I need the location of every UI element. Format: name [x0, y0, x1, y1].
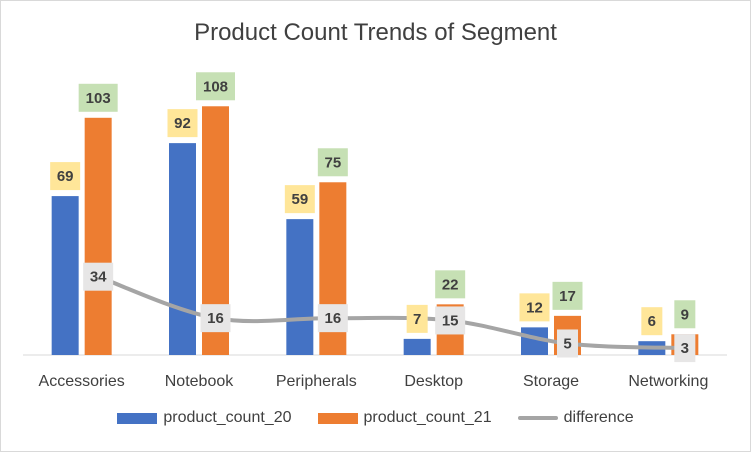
chart-title: Product Count Trends of Segment [194, 19, 557, 46]
data-label-series-1-notebook-bg [167, 109, 198, 138]
x-tick-label-desktop: Desktop [404, 373, 463, 390]
data-label-series-1-notebook: 92 [174, 115, 191, 132]
data-label-series-1-desktop: 7 [413, 311, 421, 328]
data-label-series-2-notebook-bg [196, 72, 235, 101]
data-label-series-2-notebook: 108 [203, 78, 228, 95]
data-label-series-1-peripherals-bg [284, 185, 315, 214]
data-label-series-2-desktop: 22 [442, 276, 459, 293]
bar-2-accessories [84, 117, 112, 355]
bar-1-accessories [51, 196, 79, 355]
data-label-series-1-networking-bg [641, 307, 663, 336]
data-label-series-1-peripherals: 59 [291, 191, 308, 208]
x-tick-label-networking: Networking [628, 373, 708, 390]
bar-1-peripherals [286, 219, 314, 355]
data-label-difference-networking: 3 [681, 340, 689, 357]
legend-item-series-1: product_count_20 [117, 409, 292, 427]
data-label-series-2-accessories-bg [78, 83, 118, 112]
legend-label-series-1: product_count_20 [163, 409, 292, 426]
plot-area: Accessories Notebook Peripherals Desktop Sto… [23, 72, 727, 390]
data-label-difference-peripherals-bg [317, 304, 348, 333]
data-label-series-2-storage-bg [552, 281, 583, 310]
x-tick-label-notebook: Notebook [165, 373, 234, 390]
data-label-series-1-desktop-bg [406, 304, 428, 333]
data-label-series-2-networking: 9 [681, 306, 689, 323]
legend-item-series-2: product_count_21 [317, 409, 492, 427]
x-tick-label-storage: Storage [523, 373, 579, 390]
data-label-series-2-desktop-bg [435, 270, 466, 299]
bar-1-desktop [403, 338, 431, 355]
data-label-difference-desktop: 15 [442, 312, 459, 329]
data-label-series-2-peripherals: 75 [324, 154, 341, 171]
bar-1-notebook [169, 143, 196, 355]
data-label-difference-storage: 5 [563, 335, 571, 352]
legend-item-series-3: difference [517, 409, 634, 427]
difference-line [96, 274, 687, 351]
data-label-difference-desktop-bg [435, 306, 466, 335]
legend: product_count_20 product_count_21 differ… [1, 409, 750, 427]
data-label-difference-accessories-bg [83, 262, 114, 291]
data-label-series-1-storage-bg [519, 293, 550, 322]
data-label-difference-accessories: 34 [90, 269, 107, 286]
x-tick-label-accessories: Accessories [39, 373, 125, 390]
data-label-series-2-networking-bg [674, 300, 696, 329]
data-label-difference-peripherals: 16 [324, 310, 341, 327]
x-tick-label-peripherals: Peripherals [276, 373, 357, 390]
legend-swatch-series-1 [117, 412, 158, 424]
data-label-series-2-accessories: 103 [86, 90, 111, 107]
data-label-series-1-accessories: 69 [57, 168, 74, 185]
data-label-series-1-storage: 12 [526, 299, 543, 316]
data-label-difference-storage-bg [557, 329, 578, 358]
legend-label-series-3: difference [563, 409, 634, 426]
data-label-series-1-accessories-bg [50, 162, 81, 191]
data-label-difference-notebook-bg [200, 304, 231, 333]
data-label-difference-notebook: 16 [207, 310, 224, 327]
data-label-series-2-storage: 17 [559, 288, 576, 305]
data-label-difference-networking-bg [674, 334, 696, 363]
legend-swatch-series-3 [517, 416, 558, 420]
legend-swatch-series-2 [317, 412, 358, 424]
data-label-series-1-networking: 6 [648, 313, 656, 330]
legend-label-series-2: product_count_21 [363, 409, 492, 426]
data-label-series-2-peripherals-bg [317, 148, 348, 177]
